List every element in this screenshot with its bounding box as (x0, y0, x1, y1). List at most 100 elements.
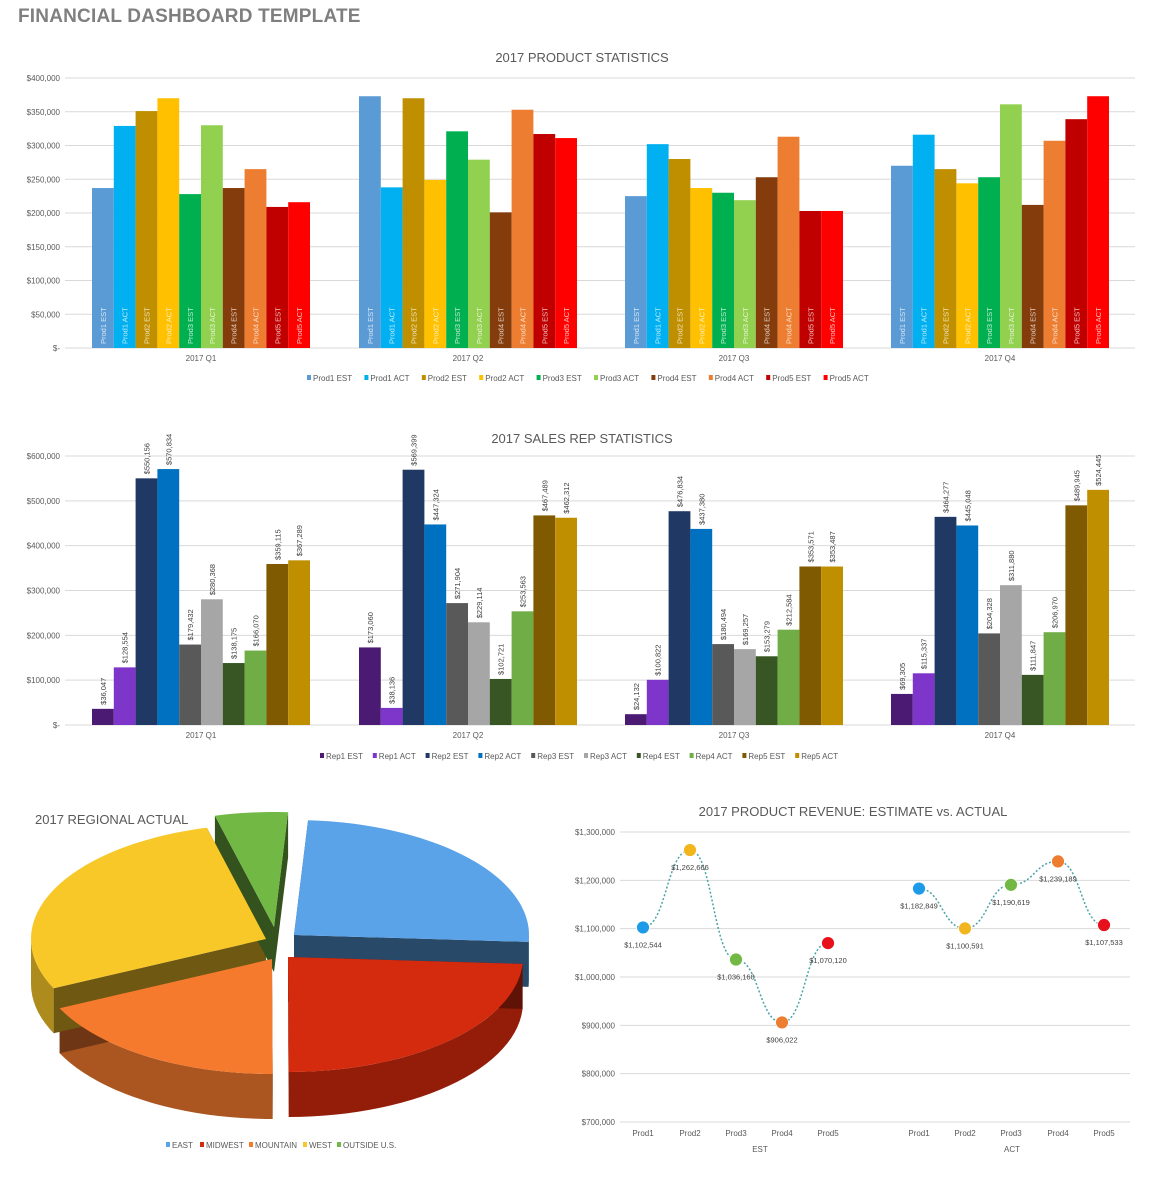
bar-inner-label: Prod5 ACT (828, 307, 837, 344)
y-tick-label: $1,200,000 (575, 876, 616, 885)
pie-slice-mountain (59, 959, 273, 1074)
data-label: $204,328 (985, 598, 994, 629)
data-point (775, 1015, 789, 1030)
bar (821, 210, 843, 348)
data-label: $569,399 (410, 434, 419, 465)
bar (668, 159, 691, 348)
legend-label: Prod3 ACT (600, 374, 639, 383)
y-tick-label: $50,000 (31, 310, 60, 319)
bar-inner-label: Prod4 ACT (252, 307, 261, 344)
data-label: $1,102,544 (624, 940, 662, 949)
bar-inner-label: Prod1 ACT (121, 307, 130, 344)
bar-inner-label: Prod5 EST (806, 307, 815, 344)
legend-label: Rep3 ACT (590, 752, 627, 761)
y-tick-label: $300,000 (27, 142, 61, 151)
x-tick-label: 2017 Q2 (453, 354, 484, 363)
bar-inner-label: Prod2 ACT (431, 307, 440, 344)
data-label: $1,190,619 (992, 898, 1030, 907)
data-point (1004, 877, 1018, 892)
data-label: $173,060 (366, 612, 375, 643)
legend-swatch (421, 375, 426, 380)
bar (755, 177, 778, 348)
legend-label: Prod3 EST (543, 374, 582, 383)
data-label: $271,904 (453, 568, 462, 599)
legend-swatch (708, 375, 713, 380)
data-label: $1,100,591 (946, 941, 984, 950)
bar-inner-label: Prod3 EST (985, 307, 994, 344)
legend-swatch (479, 375, 484, 380)
y-tick-label: $200,000 (27, 631, 61, 640)
y-tick-label: $1,300,000 (575, 828, 616, 837)
bar (777, 629, 800, 725)
data-point (821, 936, 835, 951)
bar-inner-label: Prod4 EST (497, 307, 506, 344)
bar (201, 599, 223, 725)
legend-label: Rep1 ACT (379, 752, 416, 761)
data-label: $128,554 (121, 632, 130, 663)
bar-inner-label: Prod1 ACT (388, 307, 397, 344)
data-label: $462,312 (562, 482, 571, 513)
data-label: $69,305 (898, 663, 907, 690)
data-label: $489,945 (1072, 470, 1081, 501)
y-tick-label: $800,000 (582, 1070, 616, 1079)
pie-slice-side (288, 963, 523, 1117)
x-tick-label: Prod3 (1000, 1129, 1022, 1138)
bar-inner-label: Prod2 ACT (963, 307, 972, 344)
legend-swatch (651, 375, 656, 380)
bar (92, 188, 114, 348)
data-label: $111,847 (1029, 641, 1038, 671)
legend-swatch (584, 753, 588, 758)
bar-inner-label: Prod5 ACT (1094, 307, 1103, 344)
pie-slice-edge (288, 957, 289, 1117)
bar-inner-label: Prod4 ACT (1051, 307, 1060, 344)
bar (912, 673, 935, 725)
data-label: $367,289 (295, 525, 304, 556)
bar-inner-label: Prod4 ACT (785, 307, 794, 344)
bar-inner-label: Prod5 EST (540, 307, 549, 344)
bar (956, 525, 979, 725)
legend-label: Rep1 EST (326, 752, 363, 761)
legend-label: Rep3 EST (537, 752, 574, 761)
x-tick-label: 2017 Q4 (985, 731, 1016, 740)
bar (777, 136, 800, 348)
legend-swatch (536, 375, 541, 380)
bar (402, 98, 425, 348)
bar (359, 96, 381, 348)
bar (157, 98, 180, 348)
y-tick-label: $300,000 (27, 587, 61, 596)
x-tick-label: 2017 Q4 (985, 354, 1016, 363)
bar (1021, 674, 1044, 725)
legend-label: Rep2 ACT (484, 752, 521, 761)
bar-inner-label: Prod4 EST (1029, 307, 1038, 344)
legend-label: Rep5 EST (748, 752, 785, 761)
legend-swatch (636, 753, 641, 758)
bar-inner-label: Prod5 ACT (562, 307, 571, 344)
data-label: $115,337 (920, 639, 929, 670)
data-label: $212,584 (785, 594, 794, 625)
chart-title: 2017 SALES REP STATISTICS (491, 431, 673, 446)
data-label: $570,834 (164, 434, 173, 465)
x-tick-label: 2017 Q1 (186, 731, 217, 740)
bar (92, 708, 114, 725)
bar (380, 707, 403, 725)
bar (755, 656, 778, 725)
data-label: $180,494 (719, 609, 728, 640)
bar (533, 134, 556, 348)
legend-swatch (320, 753, 324, 758)
bar (468, 159, 490, 348)
bar (712, 192, 734, 348)
bar (891, 165, 913, 348)
legend-label: Prod4 EST (657, 374, 696, 383)
legend-swatch (364, 375, 369, 380)
bar-inner-label: Prod3 ACT (475, 307, 484, 344)
legend-label: MIDWEST (206, 1141, 244, 1150)
bar-inner-label: Prod3 EST (453, 307, 462, 344)
legend-label: MOUNTAIN (255, 1141, 297, 1150)
data-point (912, 881, 926, 896)
legend-label: Prod1 ACT (370, 374, 409, 383)
bar (402, 469, 425, 725)
chart-title: 2017 PRODUCT STATISTICS (495, 50, 669, 65)
legend-label: Prod1 EST (313, 374, 352, 383)
bar-inner-label: Prod5 ACT (295, 307, 304, 344)
legend-swatch (478, 753, 483, 758)
